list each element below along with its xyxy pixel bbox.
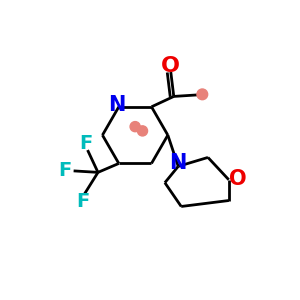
Text: F: F: [76, 192, 90, 211]
Text: N: N: [169, 153, 187, 173]
Text: F: F: [59, 161, 72, 180]
Circle shape: [137, 126, 148, 136]
Text: F: F: [80, 134, 93, 153]
Text: O: O: [161, 56, 180, 76]
Text: N: N: [109, 95, 126, 115]
Circle shape: [197, 89, 208, 100]
Text: O: O: [229, 169, 247, 189]
Circle shape: [130, 122, 140, 132]
